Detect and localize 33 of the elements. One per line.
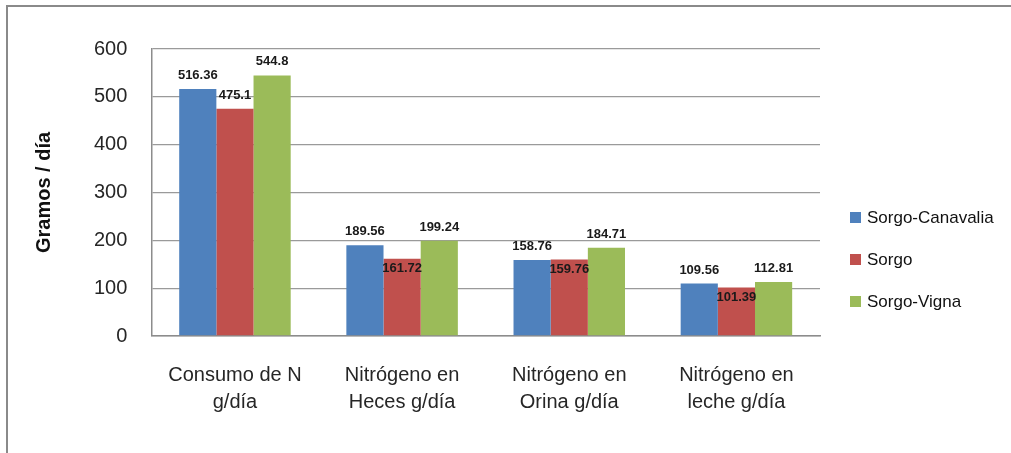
bar [513, 260, 551, 336]
x-tick-label: Consumo de N g/día [168, 363, 302, 413]
data-label: 189.56 [345, 223, 385, 239]
data-label: 112.81 [754, 260, 794, 276]
legend-label: Sorgo [867, 249, 913, 270]
y-tick-label: 500 [93, 84, 128, 107]
data-label: 158.76 [512, 238, 552, 254]
bar [755, 282, 793, 336]
legend-label: Sorgo-Vigna [867, 291, 962, 312]
bar [253, 75, 291, 336]
x-tick-label: Nitrógeno en leche g/día [679, 363, 794, 413]
y-tick-label: 400 [93, 132, 128, 155]
data-label: 475.1 [218, 86, 252, 102]
data-label: 109.56 [679, 261, 720, 277]
x-tick-label: Nitrógeno en Orina g/día [512, 363, 627, 413]
bar [346, 245, 384, 336]
data-label: 544.8 [255, 53, 289, 69]
y-tick-label: 300 [93, 180, 128, 203]
y-axis-title: Gramos / día [31, 131, 54, 254]
bar [680, 283, 718, 336]
bar [587, 247, 626, 336]
y-tick-label: 600 [93, 36, 128, 59]
data-label: 199.24 [419, 218, 460, 234]
x-tick-label: Nitrógeno en Heces g/día [344, 363, 460, 413]
bar [179, 89, 217, 336]
bar [420, 240, 458, 336]
y-tick-label: 100 [93, 275, 128, 298]
data-label: 516.36 [177, 67, 218, 83]
legend-label: Sorgo-Canavalia [867, 207, 994, 228]
bar [216, 108, 254, 336]
y-tick-label: 200 [93, 227, 128, 250]
data-label: 184.71 [586, 225, 627, 241]
y-tick-label: 0 [116, 323, 128, 346]
